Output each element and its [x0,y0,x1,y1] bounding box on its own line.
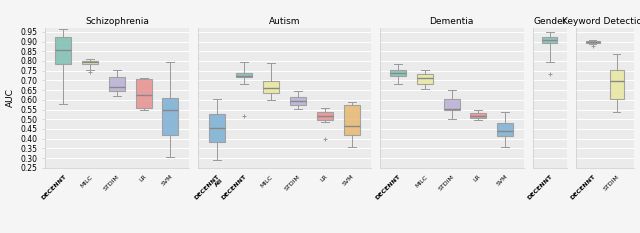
PathPatch shape [344,105,360,135]
Title: Gender: Gender [533,17,566,27]
PathPatch shape [542,37,557,42]
PathPatch shape [444,99,460,110]
Title: Dementia: Dementia [429,17,474,27]
PathPatch shape [609,70,624,99]
Y-axis label: AUC: AUC [6,88,15,107]
Title: Schizophrenia: Schizophrenia [85,17,148,27]
PathPatch shape [470,113,486,118]
PathPatch shape [417,74,433,84]
PathPatch shape [317,113,333,120]
PathPatch shape [82,61,98,64]
PathPatch shape [586,41,600,43]
PathPatch shape [109,78,125,91]
PathPatch shape [497,123,513,136]
PathPatch shape [262,81,279,93]
PathPatch shape [236,73,252,78]
PathPatch shape [209,114,225,141]
Title: Keyword Detection: Keyword Detection [562,17,640,27]
PathPatch shape [390,70,406,75]
PathPatch shape [162,98,178,135]
Title: Autism: Autism [269,17,300,27]
PathPatch shape [290,97,306,105]
PathPatch shape [136,79,152,108]
PathPatch shape [56,37,72,64]
